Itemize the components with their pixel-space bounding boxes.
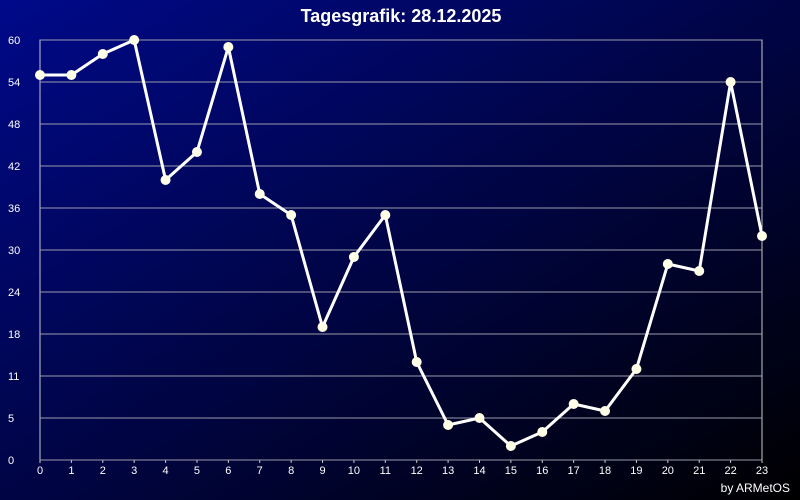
x-tick-label: 23	[756, 465, 768, 477]
point	[537, 427, 548, 437]
x-tick-label: 22	[724, 465, 736, 477]
point	[725, 77, 736, 87]
x-tick-label: 12	[411, 465, 423, 477]
x-tick-label: 5	[194, 465, 200, 477]
point	[97, 49, 108, 59]
y-tick-label: 48	[8, 119, 20, 131]
x-tick-label: 0	[37, 465, 43, 477]
x-tick-label: 20	[662, 465, 674, 477]
x-tick-label: 4	[163, 465, 169, 477]
point	[474, 413, 485, 423]
point	[443, 420, 454, 430]
y-tick-label: 36	[8, 203, 20, 215]
x-tick-label: 17	[568, 465, 580, 477]
point	[160, 175, 171, 185]
x-tick-label: 3	[131, 465, 137, 477]
point	[348, 252, 359, 262]
point	[600, 406, 611, 416]
x-tick-label: 2	[100, 465, 106, 477]
point	[757, 231, 767, 241]
x-tick-label: 21	[693, 465, 705, 477]
y-tick-label: 24	[8, 287, 20, 299]
point	[66, 70, 77, 80]
point	[223, 42, 234, 52]
point	[505, 441, 516, 451]
x-tick-label: 19	[630, 465, 642, 477]
y-tick-label: 11	[8, 371, 19, 383]
point	[254, 189, 265, 199]
y-tick-label: 5	[8, 413, 14, 425]
x-tick-label: 8	[288, 465, 294, 477]
point	[411, 357, 422, 367]
point	[662, 259, 673, 269]
point	[568, 399, 579, 409]
y-tick-label: 18	[8, 329, 20, 341]
chart-title: Tagesgrafik: 28.12.2025	[301, 6, 502, 26]
x-tick-label: 16	[536, 465, 548, 477]
x-tick-label: 11	[380, 465, 391, 477]
series-line	[40, 38, 764, 448]
x-tick-label: 7	[257, 465, 263, 477]
point	[286, 210, 297, 220]
y-tick-label: 0	[8, 455, 14, 467]
footer: by ARMetOS	[721, 481, 790, 495]
x-tick-label: 15	[505, 465, 517, 477]
x-tick-label: 6	[225, 465, 231, 477]
point	[129, 35, 140, 45]
x-tick-label: 1	[68, 465, 74, 477]
point	[35, 70, 45, 80]
point	[380, 210, 391, 220]
point	[694, 266, 705, 276]
x-tick-label: 10	[348, 465, 360, 477]
y-tick-label: 42	[8, 161, 20, 173]
x-tick-label: 9	[319, 465, 325, 477]
x-tick-label: 18	[599, 465, 611, 477]
y-tick-label: 60	[8, 35, 20, 47]
point	[631, 364, 642, 374]
point	[317, 322, 328, 332]
point	[191, 147, 202, 157]
x-tick-label: 14	[473, 465, 485, 477]
y-tick-label: 54	[8, 77, 20, 89]
y-tick-label: 30	[8, 245, 20, 257]
x-tick-label: 13	[442, 465, 454, 477]
